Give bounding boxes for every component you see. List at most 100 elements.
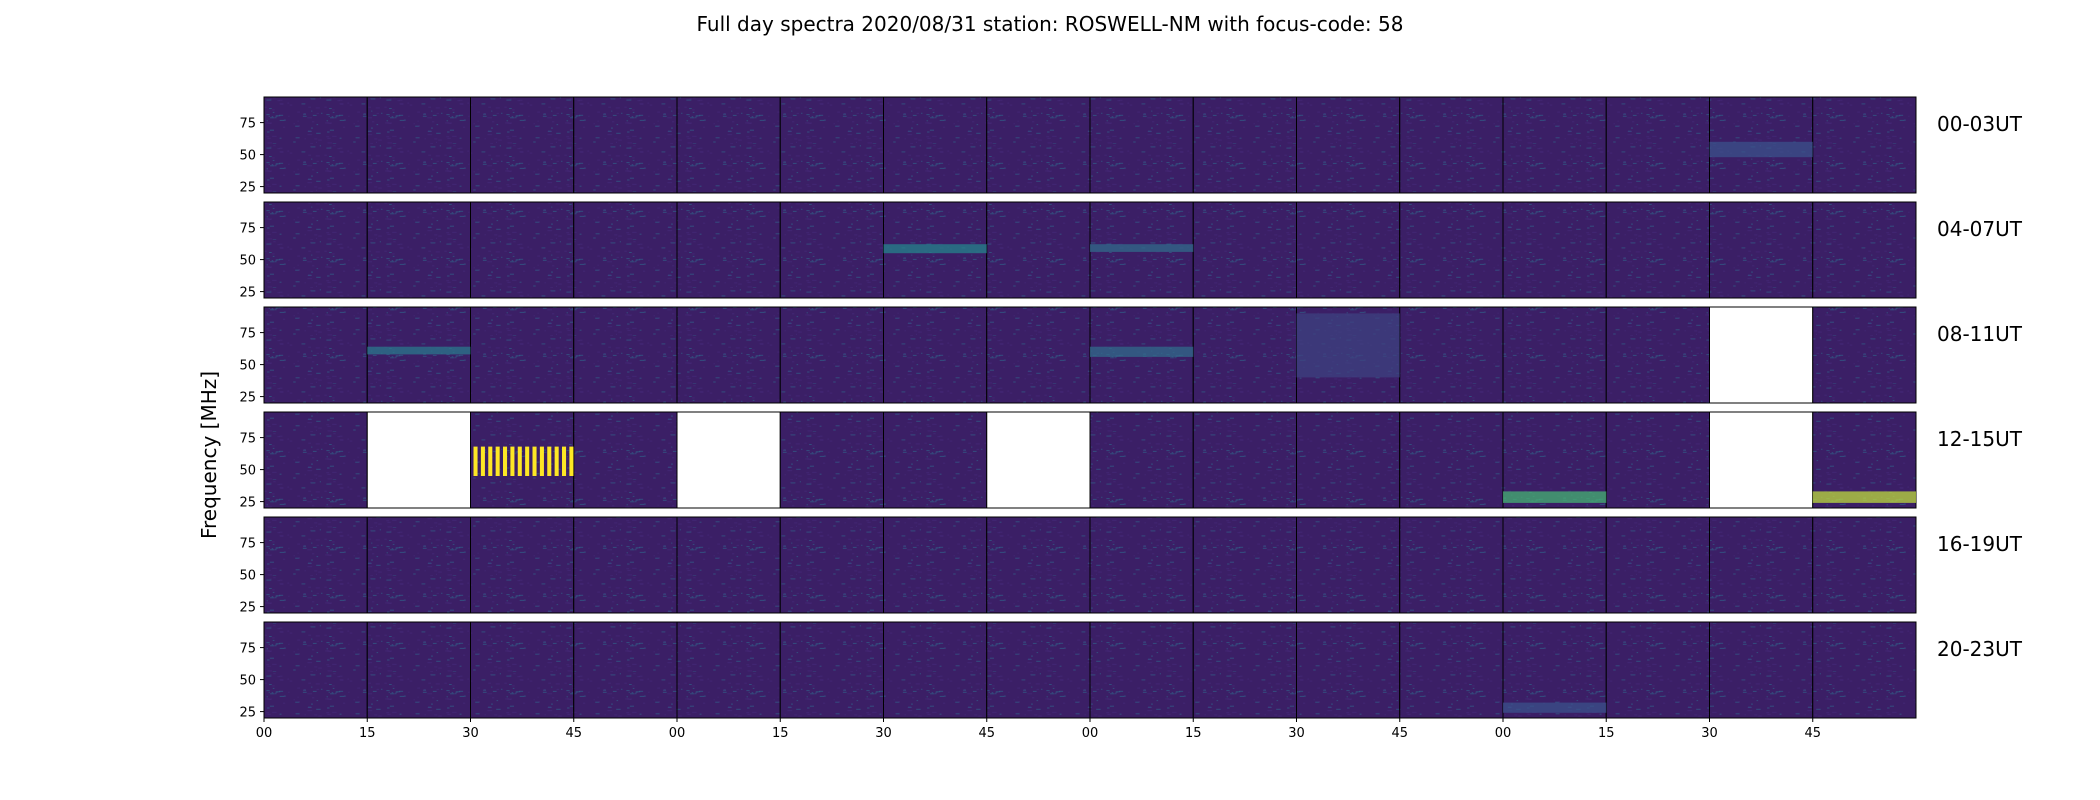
spectrum-panel [470, 201, 575, 299]
y-tick-label: 50 [239, 359, 256, 374]
spectrum-panel [1502, 201, 1607, 299]
spectrum-panel [1089, 411, 1194, 509]
y-tick-label: 25 [239, 601, 256, 616]
spectrum-panel [1192, 306, 1297, 404]
spectrum-panel [676, 621, 781, 719]
spectrum-panel [1192, 411, 1297, 509]
spectrum-panel [1399, 96, 1504, 194]
spectrum-panel [1605, 411, 1710, 509]
burst-mark [488, 446, 493, 476]
missing-spectrum-panel [1709, 306, 1814, 404]
band-mark [1503, 702, 1607, 713]
spectrum-panel [1605, 201, 1710, 299]
burst-mark [562, 446, 567, 476]
y-tick-label: 50 [239, 674, 256, 689]
spectrum-panel [1089, 96, 1194, 194]
y-tick-label: 75 [239, 537, 256, 552]
y-tick-label: 75 [239, 432, 256, 447]
row-label: 16-19UT [1937, 532, 2023, 556]
missing-spectrum-panel [676, 411, 781, 509]
y-tick-label: 75 [239, 327, 256, 342]
spectrum-panel [1399, 411, 1504, 509]
burst-mark [473, 446, 478, 476]
x-tick-label: 00 [1495, 726, 1512, 741]
spectrum-panel [1502, 516, 1607, 614]
spectrum-panel [573, 516, 678, 614]
row-label: 00-03UT [1937, 112, 2023, 136]
spectrum-panel [1089, 621, 1194, 719]
x-tick-label: 45 [1804, 726, 1821, 741]
spectrum-panel [1192, 516, 1297, 614]
x-tick-label: 15 [772, 726, 789, 741]
burst-mark [510, 446, 515, 476]
spectrum-panel [263, 201, 368, 299]
burst-mark [569, 446, 574, 476]
spectrum-panel [986, 96, 1091, 194]
spectrum-panel [366, 96, 471, 194]
spectrum-panel [676, 201, 781, 299]
chart-title: Full day spectra 2020/08/31 station: ROS… [697, 12, 1404, 36]
spectrum-panel [676, 306, 781, 404]
x-tick-label: 00 [1082, 726, 1099, 741]
spectrum-panel [1605, 621, 1710, 719]
spectrum-panel [1296, 96, 1401, 194]
spectrum-panel [986, 516, 1091, 614]
band-mark [367, 346, 471, 355]
burst-mark [503, 446, 508, 476]
spectrum-panel [1812, 516, 1917, 614]
spectrum-panel [1502, 306, 1607, 404]
spectrum-panel [883, 516, 988, 614]
spectrum-panel [1399, 306, 1504, 404]
spectrum-panel [676, 96, 781, 194]
spectrum-panel [1399, 516, 1504, 614]
y-tick-label: 25 [239, 706, 256, 721]
x-tick-label: 30 [1288, 726, 1305, 741]
y-tick-label: 25 [239, 391, 256, 406]
spectrum-panel [1296, 201, 1401, 299]
spectrum-panel [1605, 306, 1710, 404]
burst-mark [554, 446, 559, 476]
spectrum-panel [366, 516, 471, 614]
y-tick-label: 75 [239, 642, 256, 657]
y-tick-label: 50 [239, 254, 256, 269]
spectrum-panel [1192, 201, 1297, 299]
band-mark [1090, 346, 1194, 357]
spectrum-panel [779, 96, 884, 194]
spectrum-panel [1399, 621, 1504, 719]
spectrum-panel [1192, 621, 1297, 719]
spectrum-panel [1192, 96, 1297, 194]
y-tick-label: 50 [239, 464, 256, 479]
x-tick-label: 45 [1391, 726, 1408, 741]
spectrum-panel [1605, 516, 1710, 614]
spectrum-panel [1812, 201, 1917, 299]
y-tick-label: 50 [239, 569, 256, 584]
row-label: 08-11UT [1937, 322, 2023, 346]
spectrum-panel [573, 96, 678, 194]
x-tick-label: 00 [669, 726, 686, 741]
spectrum-panel [779, 516, 884, 614]
spectrum-panel [1812, 306, 1917, 404]
spectrum-panel [1605, 96, 1710, 194]
spectrum-panel [1089, 516, 1194, 614]
spectrum-panel [263, 306, 368, 404]
spectrum-panel [1709, 201, 1814, 299]
spectrum-panel [1709, 621, 1814, 719]
spectrum-panel [573, 201, 678, 299]
missing-spectrum-panel [366, 411, 471, 509]
burst-mark [480, 446, 485, 476]
y-tick-label: 75 [239, 222, 256, 237]
spectrum-panel [986, 201, 1091, 299]
spectrum-panel [573, 306, 678, 404]
spectrum-panel [883, 96, 988, 194]
spectrum-panel [1502, 96, 1607, 194]
spectrum-panel [779, 411, 884, 509]
x-tick-label: 30 [1701, 726, 1718, 741]
spectrum-panel [573, 411, 678, 509]
y-tick-label: 25 [239, 496, 256, 511]
x-tick-label: 30 [875, 726, 892, 741]
y-tick-label: 25 [239, 181, 256, 196]
spectrum-panel [1502, 621, 1607, 719]
spectrum-panel [470, 516, 575, 614]
burst-mark [495, 446, 500, 476]
spectrum-panel [366, 201, 471, 299]
